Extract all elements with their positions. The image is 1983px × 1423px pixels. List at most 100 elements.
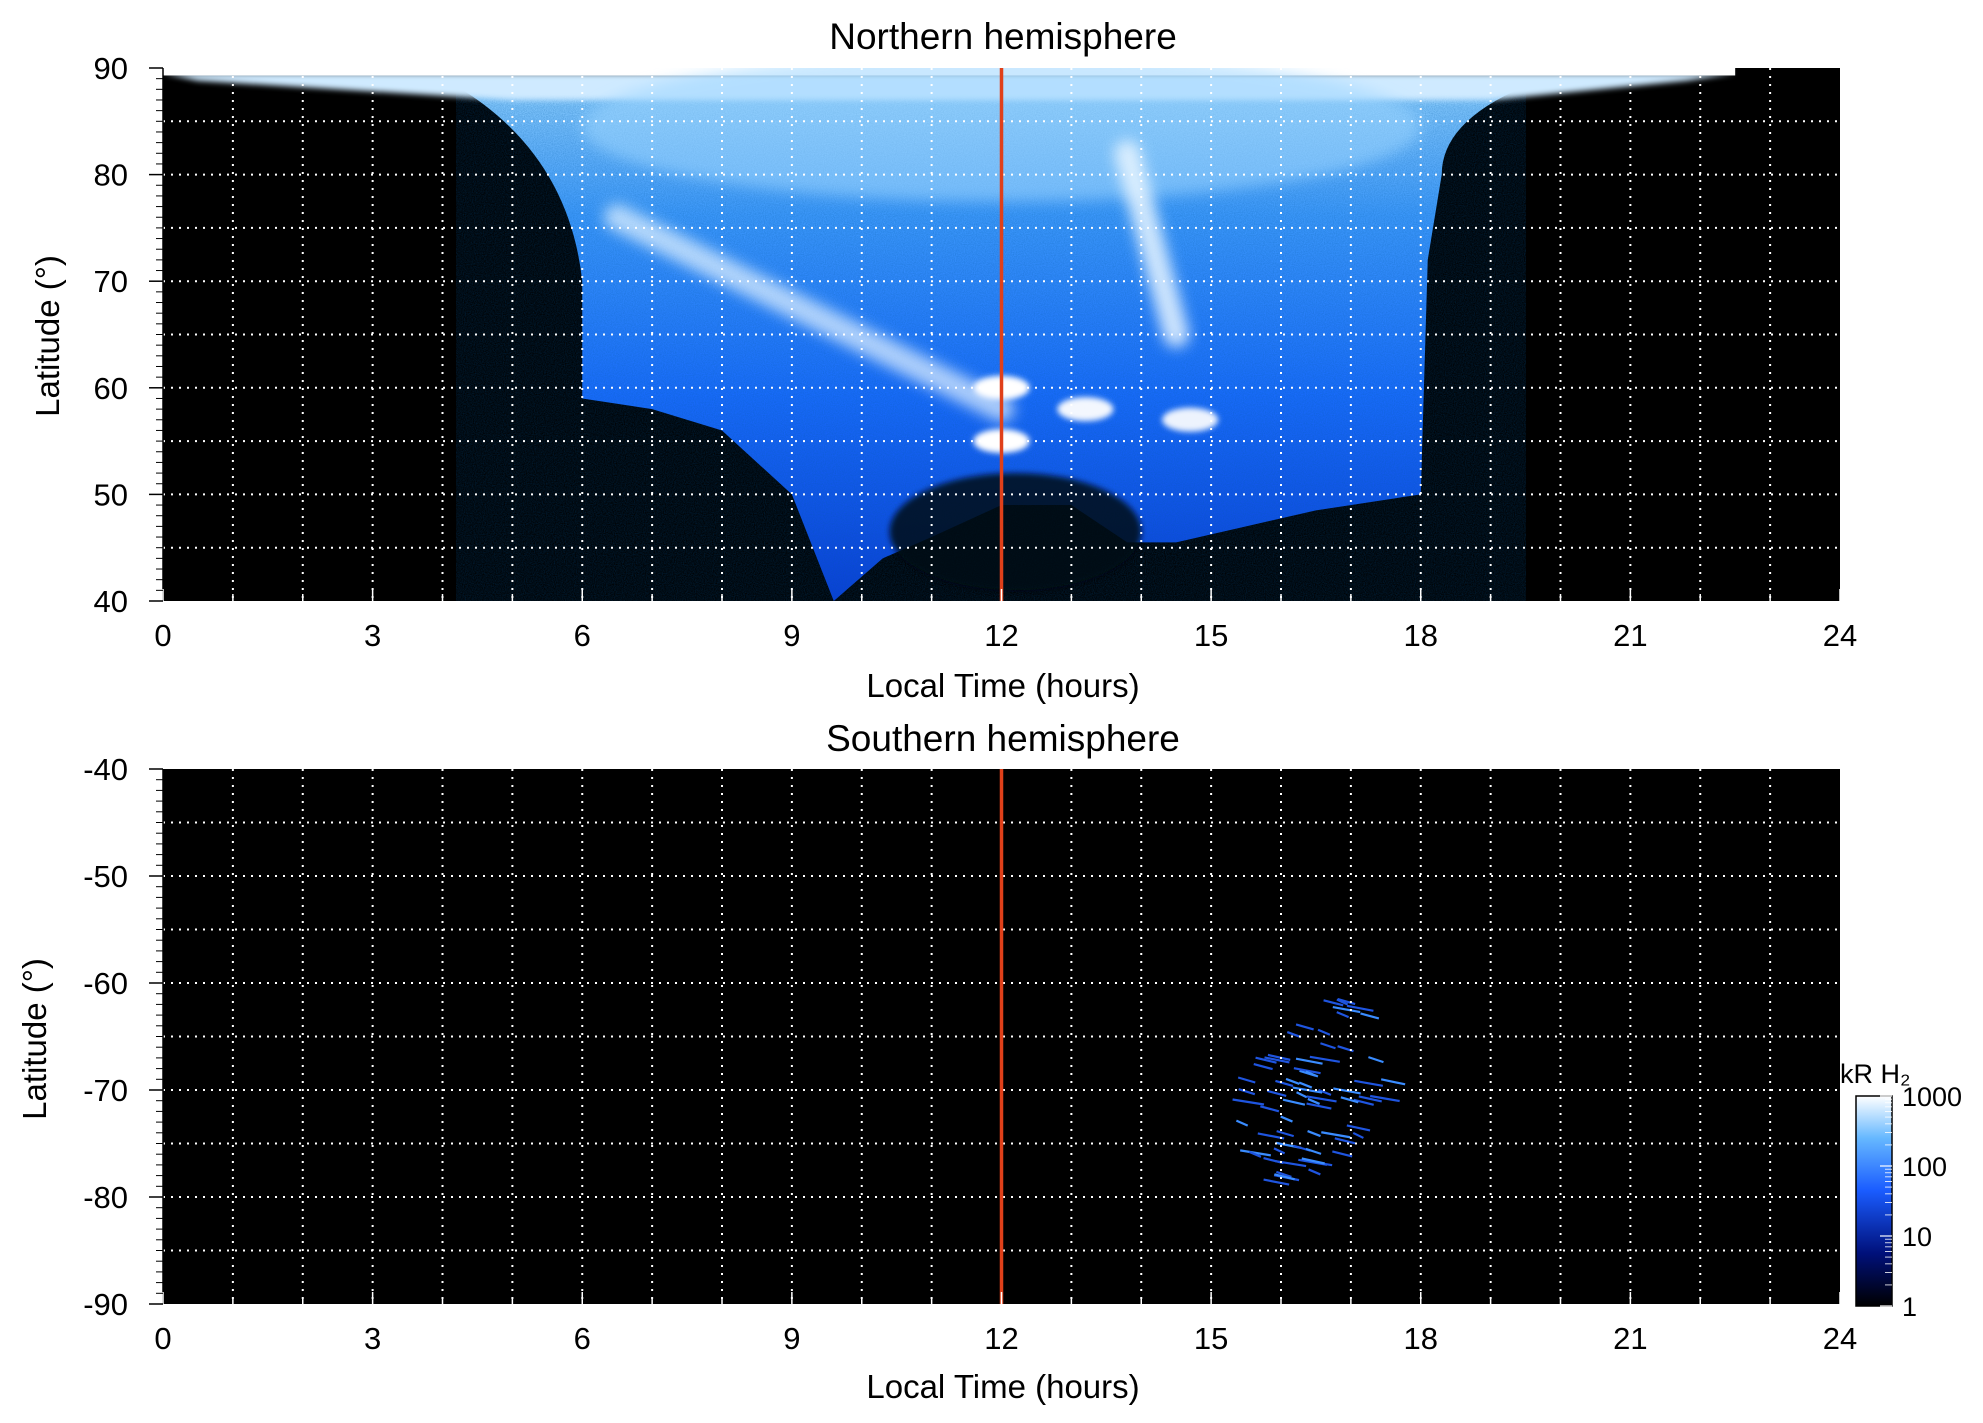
feature-streak [1257,1132,1285,1140]
feature-streak [1318,1088,1332,1096]
colorbar-gradient [1855,1095,1893,1307]
oval-texture [456,86,1526,601]
feature-streak [1336,1011,1350,1019]
feature-streak [1307,1130,1321,1138]
y-tick-label: -60 [83,966,128,1001]
feature-bright-spot [1162,407,1219,432]
feature-streak [1264,1056,1290,1064]
x-tick-label: 21 [1613,618,1647,653]
y-tick-label: 70 [94,264,128,299]
feature-streak [1317,1028,1331,1036]
feature-streak [1286,1031,1302,1039]
y-tick-label: -90 [83,1287,128,1322]
feature-streak [1295,1057,1323,1065]
y-tick-label: 90 [94,51,128,86]
panel-north: Northern hemisphere 0 3 6 9 12 15 18 21 24 40 50 60… [29,16,1857,704]
x-tick-label: 3 [364,1321,381,1356]
feature-streak [1285,1077,1300,1085]
feature-streak [1255,1056,1277,1064]
feature-streak [1275,1079,1294,1087]
feature-streak [1340,1096,1359,1104]
feature-streak [1333,1087,1361,1095]
south-heatmap [1232,998,1406,1186]
feature-streak [1305,1070,1319,1078]
north-axes: 0 3 6 9 12 15 18 21 24 40 50 60 70 80 90 [94,51,1858,653]
south-xlabel: Local Time (hours) [866,1368,1139,1405]
feature-streak [1295,1023,1314,1031]
feature-streak [1332,1005,1361,1014]
panel-south: Southern hemisphere 0 3 6 9 12 15 18 21 24 -40 -50… [16,718,1857,1405]
feature-streak [1276,1170,1292,1178]
x-tick-label: 12 [984,618,1018,653]
feature-streak [1293,1067,1321,1075]
feature-streak [1237,1076,1256,1084]
feature-streak [1369,1094,1400,1103]
feature-streak [1334,1137,1356,1145]
colorbar-tick-label: 1 [1902,1292,1917,1322]
y-tick-label: 80 [94,158,128,193]
south-axes: 0 3 6 9 12 15 18 21 24 -40 -50 -60 -70 -80 -90 [83,752,1857,1356]
y-tick-label: -50 [83,859,128,894]
feature-streak [1352,1131,1364,1139]
feature-streak [1353,1098,1374,1106]
feature-streak [1332,1150,1353,1158]
colorbar: kR H₂ 1000 100 10 1 [1840,1059,1962,1322]
north-ylabel: Latitude (°) [29,255,66,417]
feature-streak [1267,1089,1287,1097]
x-tick-label: 15 [1194,1321,1228,1356]
feature-streak [1240,1149,1272,1157]
south-title: Southern hemisphere [826,718,1180,759]
x-tick-label: 18 [1404,1321,1438,1356]
feature-streak [1346,1124,1371,1132]
feature-dawn-arc [604,204,1015,423]
feature-streak [1276,1130,1295,1138]
feature-streak [1360,1012,1380,1020]
feature-streak [1273,1147,1286,1155]
y-tick-label: -70 [83,1073,128,1108]
north-xlabel: Local Time (hours) [866,667,1139,704]
feature-streak [1346,1004,1374,1012]
feature-streak [1309,1055,1340,1063]
colorbar-tick-label: 1000 [1902,1082,1962,1112]
feature-streak [1308,1168,1321,1176]
y-tick-label: 40 [94,584,128,619]
north-title: Northern hemisphere [829,16,1177,57]
x-tick-label: 0 [154,618,171,653]
colorbar-label: kR H₂ [1840,1059,1910,1089]
feature-streak [1323,999,1344,1007]
x-tick-label: 6 [574,618,591,653]
feature-streak [1306,1102,1332,1110]
y-tick-label: -40 [83,752,128,787]
feature-streak [1282,1098,1306,1106]
x-tick-label: 9 [783,1321,800,1356]
x-tick-label: 0 [154,1321,171,1356]
x-tick-label: 24 [1823,618,1857,653]
x-tick-label: 6 [574,1321,591,1356]
feature-noon-arc [1114,140,1190,348]
feature-streak [1321,1131,1351,1139]
x-tick-label: 15 [1194,618,1228,653]
feature-streak [1337,998,1356,1006]
feature-streak [1306,1095,1337,1103]
south-grid [163,769,1840,1304]
y-tick-label: 50 [94,477,128,512]
feature-streak [1253,1063,1273,1071]
feature-streak [1380,1078,1406,1086]
feature-streak [1235,1119,1249,1127]
x-tick-label: 18 [1404,618,1438,653]
x-tick-label: 21 [1613,1321,1647,1356]
y-tick-label: 60 [94,371,128,406]
noon-dark-patch [889,473,1142,591]
feature-streak [1232,1098,1265,1106]
feature-streak [1274,1173,1295,1181]
feature-streak [1354,1079,1384,1087]
north-grid [163,68,1840,601]
y-tick-label: -80 [83,1180,128,1215]
colorbar-tick-label: 100 [1902,1152,1947,1182]
x-tick-label: 12 [984,1321,1018,1356]
colorbar-ticks: 1000 100 10 1 [1880,1082,1962,1322]
south-ylabel: Latitude (°) [16,958,53,1120]
feature-streak [1260,1105,1280,1113]
x-tick-label: 24 [1823,1321,1857,1356]
